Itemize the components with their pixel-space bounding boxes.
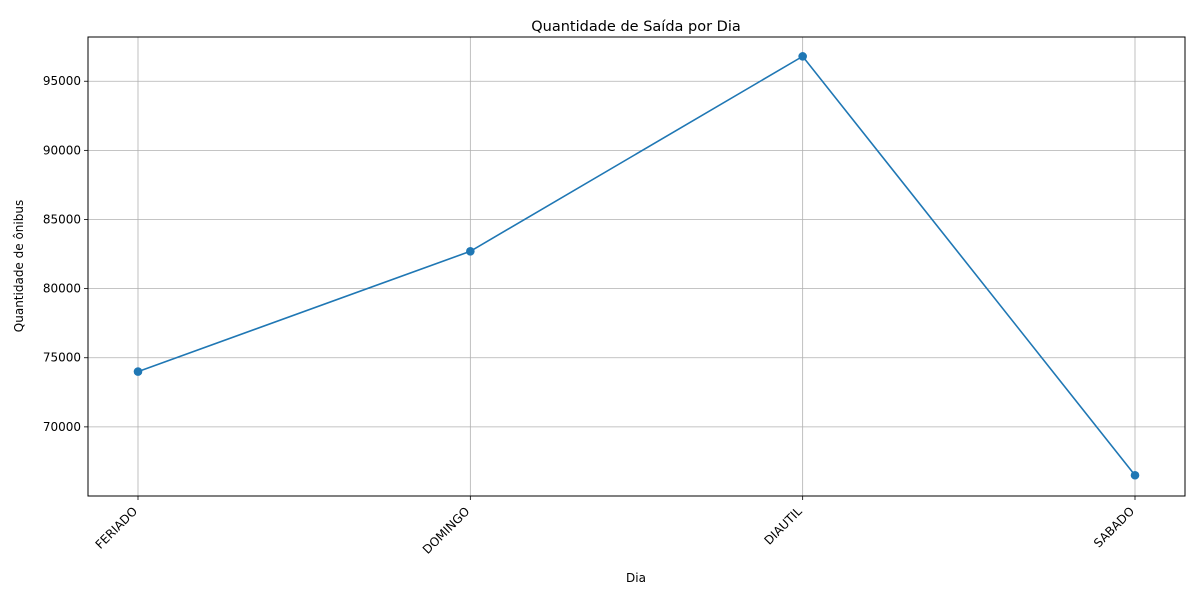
data-point (1130, 470, 1140, 480)
y-tick-label: 95000 (43, 74, 81, 88)
data-point (798, 52, 807, 61)
x-axis-ticks: FERIADO DOMINGO DIAUTIL SABADO (93, 496, 1137, 557)
series-layer (133, 52, 1140, 480)
y-tick-label: 85000 (43, 212, 81, 226)
y-axis-ticks: 70000 75000 80000 85000 90000 95000 (43, 74, 88, 434)
y-tick-label: 90000 (43, 143, 81, 157)
y-tick-label: 70000 (43, 420, 81, 434)
plot-frame (87, 36, 1186, 497)
data-point (133, 367, 143, 376)
data-point (466, 246, 475, 256)
x-tick-label: DIAUTIL (761, 504, 805, 548)
x-axis-label: Dia (626, 571, 646, 585)
x-tick-label: DOMINGO (420, 504, 473, 557)
grid (88, 37, 1185, 496)
chart-title: Quantidade de Saída por Dia (531, 19, 741, 35)
y-axis-label: Quantidade de ônibus (12, 200, 26, 332)
y-tick-label: 75000 (43, 351, 81, 365)
x-tick-label: SABADO (1091, 504, 1137, 550)
series-line (137, 55, 1136, 476)
x-tick-label: FERIADO (93, 504, 141, 552)
y-tick-label: 80000 (43, 282, 81, 296)
